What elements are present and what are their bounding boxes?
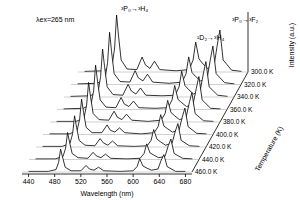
temperature-label: 300.0 K xyxy=(251,68,274,75)
x-tick-label: 440 xyxy=(23,178,35,185)
x-tick-label: 680 xyxy=(180,178,192,185)
spectrum-line xyxy=(29,149,186,171)
x-tick-label: 480 xyxy=(49,178,61,185)
x-tick xyxy=(107,174,108,177)
occluder xyxy=(43,99,213,134)
annotation: λex=265 nm xyxy=(36,16,74,23)
x-axis-label: Wavelength (nm) xyxy=(80,190,133,198)
occluder xyxy=(22,149,192,172)
spectra xyxy=(22,15,248,172)
x-tick xyxy=(80,174,81,177)
temperature-label: 420.0 K xyxy=(209,143,232,150)
x-tick xyxy=(185,174,186,177)
occluder xyxy=(36,116,206,147)
temperature-label: 380.0 K xyxy=(223,118,246,125)
annotation: ¹D₂→³H₄ xyxy=(197,34,224,41)
temperature-label: 460.0 K xyxy=(195,168,218,175)
temperature-label: 400.0 K xyxy=(216,131,239,138)
temperature-label: 340.0 K xyxy=(237,93,260,100)
x-tick-label: 640 xyxy=(153,178,165,185)
temperature-label: 440.0 K xyxy=(202,156,225,163)
occluder xyxy=(29,133,199,160)
x-tick-label: 600 xyxy=(127,178,139,185)
spectrum-line xyxy=(36,133,193,159)
z-axis-label: Temperature (K) xyxy=(253,125,285,173)
x-tick-label: 560 xyxy=(101,178,113,185)
baseline xyxy=(36,147,206,148)
baseline xyxy=(29,159,199,160)
annotation: ³P₀→³H₄ xyxy=(121,5,148,12)
baseline xyxy=(43,134,213,135)
x-tick xyxy=(133,174,134,177)
chart: 300.0 K 320.0 K 340.0 K 360.0 K 380.0 K 400.0… xyxy=(0,0,300,200)
x-tick xyxy=(159,174,160,177)
temperature-label: 360.0 K xyxy=(230,106,253,113)
x-tick xyxy=(54,174,55,177)
x-tick-label: 520 xyxy=(75,178,87,185)
baseline xyxy=(22,172,192,173)
occluder xyxy=(50,82,220,122)
y-axis-label: Intensity (a.u.) xyxy=(288,23,296,67)
temperature-label: 320.0 K xyxy=(244,81,267,88)
x-tick xyxy=(28,174,29,177)
annotation: ³P₀→³F₂ xyxy=(232,16,259,23)
